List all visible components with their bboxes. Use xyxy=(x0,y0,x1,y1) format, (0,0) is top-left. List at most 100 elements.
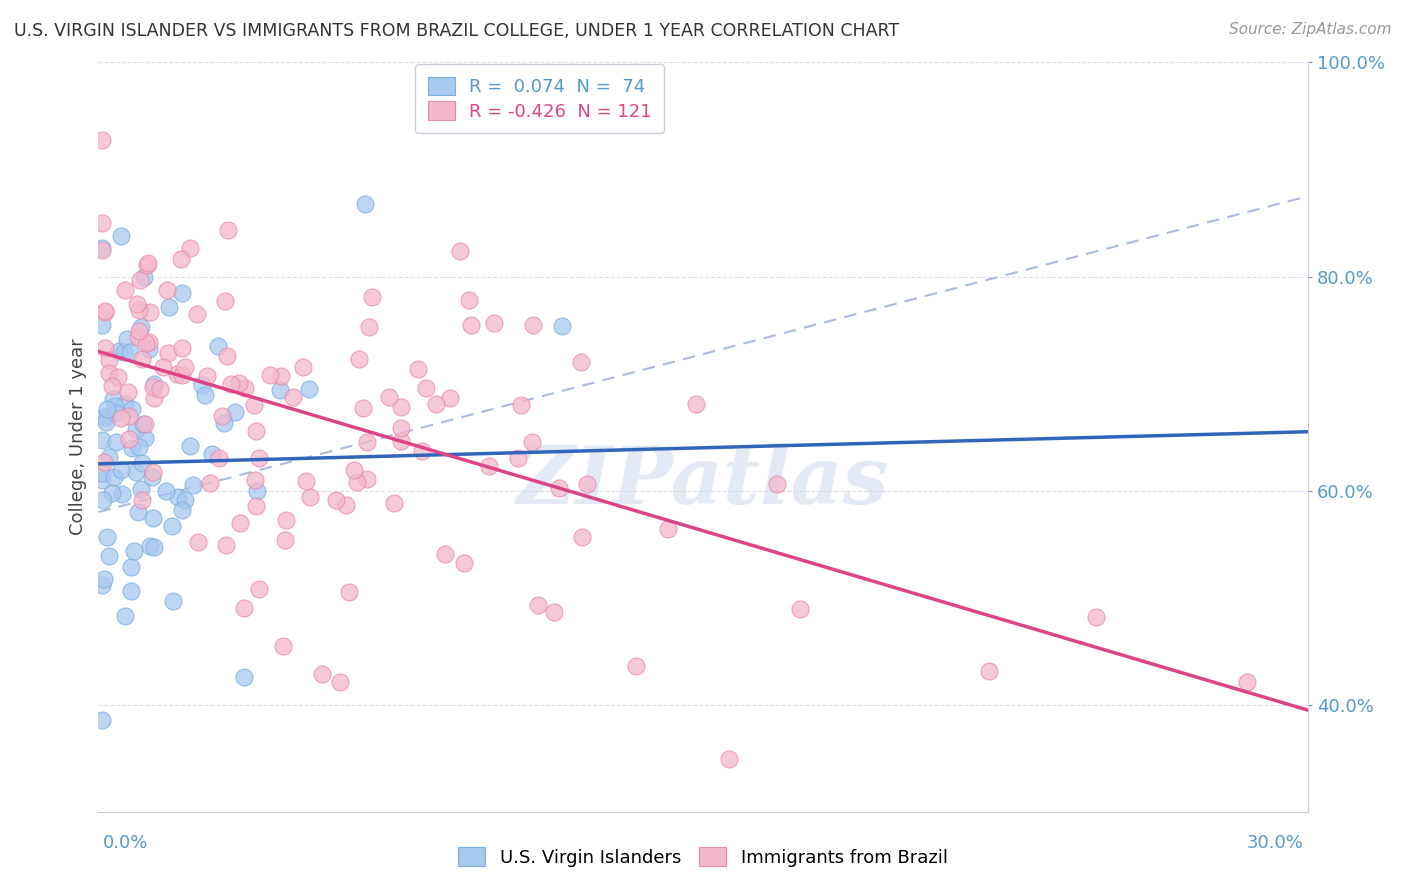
Point xyxy=(415,381,437,395)
Point xyxy=(482,316,505,330)
Point xyxy=(170,285,193,300)
Point xyxy=(356,472,378,486)
Point xyxy=(128,324,150,338)
Point xyxy=(110,411,132,425)
Point xyxy=(124,544,146,558)
Point xyxy=(131,352,153,367)
Legend: R =  0.074  N =  74, R = -0.426  N = 121: R = 0.074 N = 74, R = -0.426 N = 121 xyxy=(415,64,665,134)
Point xyxy=(347,351,370,366)
Point xyxy=(243,473,266,487)
Point xyxy=(242,398,264,412)
Point xyxy=(134,417,156,432)
Point xyxy=(94,415,117,429)
Point xyxy=(110,463,132,477)
Point xyxy=(142,391,165,405)
Point xyxy=(136,256,159,270)
Point xyxy=(292,360,315,375)
Point xyxy=(179,242,201,256)
Point xyxy=(198,476,221,491)
Point xyxy=(156,283,179,297)
Point xyxy=(181,478,204,492)
Point xyxy=(391,434,413,449)
Point xyxy=(299,490,322,504)
Point xyxy=(110,229,132,244)
Point xyxy=(91,133,114,147)
Point xyxy=(131,492,153,507)
Point xyxy=(142,511,165,525)
Point xyxy=(270,369,292,384)
Text: ZIPatlas: ZIPatlas xyxy=(517,443,889,521)
Point xyxy=(352,401,374,415)
Point xyxy=(217,223,239,237)
Point xyxy=(91,243,114,257)
Point xyxy=(93,572,115,586)
Point xyxy=(117,384,139,399)
Point xyxy=(233,670,256,684)
Point xyxy=(120,584,142,599)
Point xyxy=(526,599,548,613)
Point xyxy=(294,474,316,488)
Point xyxy=(449,244,471,258)
Point xyxy=(214,416,236,430)
Point xyxy=(103,470,125,484)
Point xyxy=(118,409,141,423)
Point xyxy=(457,293,479,308)
Point xyxy=(112,344,135,359)
Point xyxy=(138,342,160,356)
Point xyxy=(91,215,114,229)
Point xyxy=(411,444,433,458)
Point xyxy=(979,665,1001,679)
Point xyxy=(174,360,197,375)
Point xyxy=(789,602,811,616)
Point xyxy=(329,675,352,690)
Point xyxy=(96,409,118,424)
Point xyxy=(129,482,152,496)
Point xyxy=(337,585,360,599)
Y-axis label: College, Under 1 year: College, Under 1 year xyxy=(69,339,87,535)
Point xyxy=(195,368,218,383)
Point xyxy=(433,547,456,561)
Point xyxy=(132,270,155,285)
Point xyxy=(127,505,149,519)
Point xyxy=(96,530,118,544)
Point xyxy=(94,305,117,319)
Point xyxy=(107,370,129,384)
Point xyxy=(121,402,143,417)
Point xyxy=(125,297,148,311)
Point xyxy=(439,391,461,405)
Point xyxy=(120,559,142,574)
Point xyxy=(105,406,128,420)
Point xyxy=(406,361,429,376)
Point xyxy=(134,431,156,445)
Point xyxy=(354,197,377,211)
Point xyxy=(208,450,231,465)
Point xyxy=(357,319,380,334)
Point xyxy=(685,397,707,411)
Point xyxy=(506,450,529,465)
Point xyxy=(97,366,120,380)
Point xyxy=(378,391,401,405)
Point xyxy=(94,342,117,356)
Point xyxy=(201,447,224,461)
Point xyxy=(346,475,368,490)
Point xyxy=(543,605,565,619)
Point xyxy=(425,397,447,411)
Point xyxy=(170,341,193,355)
Point xyxy=(152,359,174,374)
Point xyxy=(91,466,114,480)
Point xyxy=(139,304,162,318)
Point xyxy=(167,490,190,504)
Point xyxy=(166,367,188,381)
Point xyxy=(187,535,209,549)
Point xyxy=(575,477,598,491)
Point xyxy=(114,608,136,623)
Point xyxy=(96,402,118,417)
Point xyxy=(91,241,114,255)
Point xyxy=(97,549,120,563)
Point xyxy=(143,376,166,391)
Point xyxy=(478,459,501,474)
Point xyxy=(93,410,115,425)
Point xyxy=(104,435,127,450)
Point xyxy=(127,330,149,344)
Point xyxy=(551,318,574,333)
